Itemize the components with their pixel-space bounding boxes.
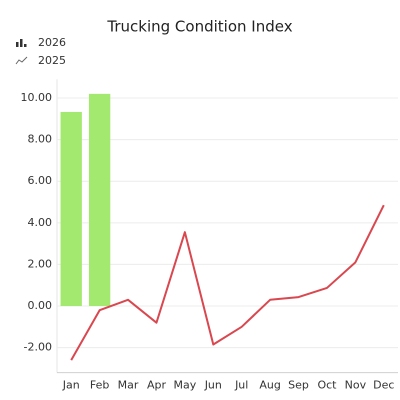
x-tick-label: Mar: [118, 379, 139, 392]
bar: [88, 93, 111, 307]
y-tick-label: -2.00: [24, 341, 52, 354]
y-tick-label: 4.00: [28, 216, 53, 229]
legend-item: 2025: [15, 54, 66, 67]
legend-label: 2025: [38, 54, 66, 67]
x-tick-label: Nov: [345, 379, 367, 392]
legend-label: 2026: [38, 36, 66, 49]
x-tick-label: Dec: [373, 379, 394, 392]
legend-icon: [15, 56, 28, 65]
y-tick-label: 0.00: [28, 299, 53, 312]
legend-icon: [24, 44, 27, 47]
chart-title: Trucking Condition Index: [106, 18, 292, 36]
y-tick-label: 10.00: [21, 91, 53, 104]
x-tick-label: Sep: [288, 379, 309, 392]
line: [70, 204, 385, 361]
x-tick-label: Jul: [234, 379, 248, 392]
y-tick-label: 6.00: [28, 174, 53, 187]
legend-icon: [16, 42, 19, 47]
x-tick-label: May: [174, 379, 197, 392]
legend-icon: [20, 39, 23, 47]
x-tick-label: Oct: [317, 379, 337, 392]
y-tick-label: 8.00: [28, 133, 53, 146]
x-tick-label: Jun: [204, 379, 222, 392]
x-tick-label: Jan: [62, 379, 80, 392]
x-tick-label: Apr: [147, 379, 167, 392]
y-tick-label: 2.00: [28, 257, 53, 270]
x-tick-label: Feb: [90, 379, 109, 392]
x-tick-label: Aug: [259, 379, 280, 392]
bar: [60, 111, 82, 307]
legend-item: 2026: [16, 36, 66, 49]
